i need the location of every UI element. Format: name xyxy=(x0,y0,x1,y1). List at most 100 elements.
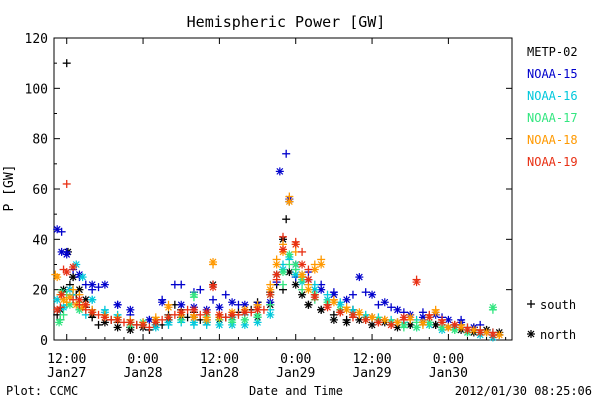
data-point-north xyxy=(285,197,294,206)
data-point-south xyxy=(209,295,218,304)
y-tick-label: 0 xyxy=(40,334,48,349)
legend-entry-noaa-18: NOAA-18 xyxy=(527,133,578,147)
data-point-north xyxy=(272,270,281,279)
data-point-north xyxy=(209,257,218,266)
data-point-north xyxy=(298,270,307,279)
data-point-north xyxy=(342,305,351,314)
x-tick-date-label: Jan30 xyxy=(429,366,468,381)
data-point-north xyxy=(399,313,408,322)
x-tick-date-label: Jan29 xyxy=(276,366,315,381)
chart-title: Hemispheric Power [GW] xyxy=(187,13,386,31)
data-point-north xyxy=(215,310,224,319)
x-tick-time-label: 12:00 xyxy=(47,352,86,367)
data-point-north xyxy=(266,310,275,319)
y-tick-label: 60 xyxy=(32,183,48,198)
data-point-north xyxy=(304,300,313,309)
data-point-south xyxy=(282,149,291,158)
data-point-north xyxy=(164,313,173,322)
data-point-north xyxy=(158,298,167,307)
data-point-north xyxy=(374,318,383,327)
data-point-north xyxy=(189,290,198,299)
data-point-south xyxy=(282,215,291,224)
data-point-south xyxy=(196,285,205,294)
legend: METP-02 NOAA-15 NOAA-16 NOAA-17 NOAA-18 NOAA-… xyxy=(527,45,578,342)
data-point-north xyxy=(145,315,154,324)
data-point-south xyxy=(527,300,535,308)
x-tick-time-label: 12:00 xyxy=(200,352,239,367)
data-point-north xyxy=(100,280,109,289)
x-tick-time-label: 0:00 xyxy=(433,352,464,367)
legend-entry-noaa-16: NOAA-16 xyxy=(527,89,578,103)
x-tick-date-label: Jan28 xyxy=(200,366,239,381)
data-point-north xyxy=(62,250,71,259)
data-point-north xyxy=(444,323,453,332)
legend-entry-noaa-15: NOAA-15 xyxy=(527,67,578,81)
data-point-north xyxy=(139,320,148,329)
data-point-north xyxy=(298,260,307,269)
data-point-north xyxy=(444,315,453,324)
legend-entry-noaa-17: NOAA-17 xyxy=(527,111,578,125)
data-point-north xyxy=(393,318,402,327)
data-point-south xyxy=(221,290,230,299)
data-point-north xyxy=(412,278,421,287)
data-point-north xyxy=(88,280,97,289)
data-point-south xyxy=(94,320,103,329)
data-point-north xyxy=(177,300,186,309)
data-point-north xyxy=(450,320,459,329)
data-point-north xyxy=(329,315,338,324)
data-point-north xyxy=(272,260,281,269)
data-point-north xyxy=(57,290,66,299)
plot-area: 02040608010012012:00Jan270:00Jan2812:00J… xyxy=(25,32,513,381)
data-point-north xyxy=(164,318,173,327)
data-point-south xyxy=(304,265,313,274)
y-tick-label: 40 xyxy=(32,233,48,248)
data-point-north xyxy=(285,250,294,259)
data-point-north xyxy=(425,313,434,322)
data-point-south xyxy=(387,303,396,312)
data-point-south xyxy=(279,280,287,289)
data-point-north xyxy=(279,245,287,254)
data-point-south xyxy=(158,315,167,324)
data-point-north xyxy=(88,308,97,317)
data-point-north xyxy=(317,305,326,314)
x-tick-date-label: Jan28 xyxy=(123,366,162,381)
data-point-north xyxy=(368,320,377,329)
y-tick-label: 20 xyxy=(32,284,48,299)
legend-entry-metp-02: METP-02 xyxy=(527,45,578,59)
data-point-north xyxy=(126,305,135,314)
data-point-north xyxy=(209,283,218,292)
data-point-north xyxy=(253,305,262,314)
data-point-north xyxy=(177,308,186,317)
data-point-south xyxy=(298,247,307,256)
footer-timestamp: 2012/01/30 08:25:06 xyxy=(455,384,592,398)
data-point-north xyxy=(164,303,173,312)
data-point-north xyxy=(75,295,84,304)
data-point-north xyxy=(240,308,249,317)
data-point-north xyxy=(310,293,319,302)
data-point-north xyxy=(113,323,122,332)
data-point-south xyxy=(361,288,370,297)
data-point-south xyxy=(69,285,78,294)
data-point-north xyxy=(113,315,122,324)
data-point-north xyxy=(399,320,408,329)
data-point-north xyxy=(291,240,300,249)
x-axis-label: Date and Time xyxy=(249,384,343,398)
data-point-north xyxy=(69,263,78,272)
data-point-north xyxy=(81,300,90,309)
data-point-north xyxy=(189,313,198,322)
data-point-north xyxy=(476,328,485,337)
data-point-south xyxy=(170,310,179,319)
data-point-north xyxy=(53,273,62,282)
y-tick-label: 120 xyxy=(25,32,48,47)
data-point-north xyxy=(368,313,377,322)
data-point-north xyxy=(380,298,389,307)
marker-legend-north: north xyxy=(540,328,576,342)
data-point-south xyxy=(196,310,205,319)
data-point-north xyxy=(228,310,237,319)
data-point-north xyxy=(355,273,364,282)
data-point-north xyxy=(113,300,122,309)
data-point-south xyxy=(266,300,275,309)
legend-entry-noaa-19: NOAA-19 xyxy=(527,155,578,169)
data-point-north xyxy=(527,330,535,338)
